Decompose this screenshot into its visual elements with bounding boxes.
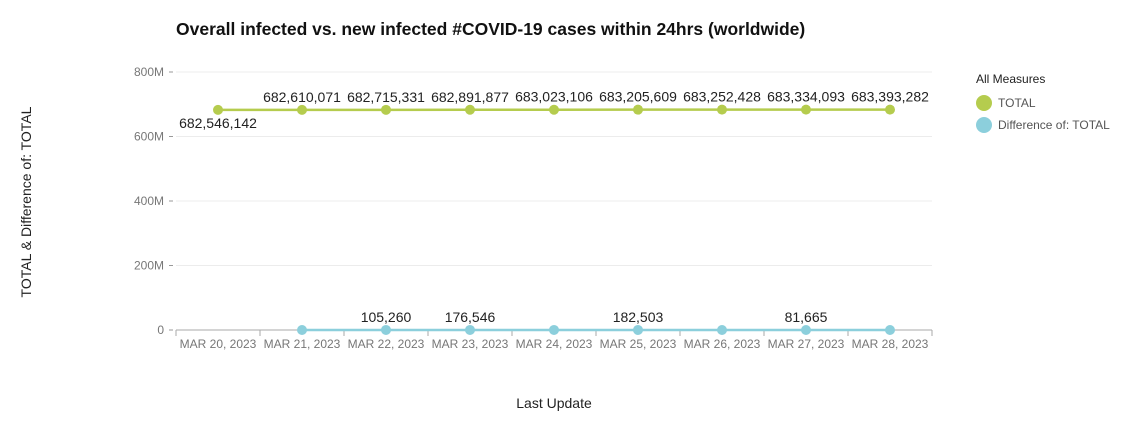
data-point [465, 324, 475, 335]
y-tick-label: 600M [134, 130, 164, 144]
legend: All Measures TOTAL Difference of: TOTAL [976, 72, 1110, 136]
x-tick-label: MAR 24, 2023 [516, 337, 593, 351]
x-tick-label: MAR 20, 2023 [180, 337, 257, 351]
y-tick-label: 400M [134, 194, 164, 208]
data-point [885, 104, 895, 115]
x-tick-label: MAR 27, 2023 [768, 337, 845, 351]
legend-label-difference: Difference of: TOTAL [998, 118, 1110, 132]
legend-item-difference[interactable]: Difference of: TOTAL [976, 114, 1110, 136]
data-label: 682,610,071 [263, 89, 341, 105]
data-label: 81,665 [785, 309, 828, 325]
chart-title: Overall infected vs. new infected #COVID… [176, 19, 806, 39]
x-tick-label: MAR 25, 2023 [600, 337, 677, 351]
data-label: 683,252,428 [683, 89, 761, 105]
data-labels: 682,546,142 682,610,071 682,715,331 682,891… [179, 89, 929, 325]
y-axis-title: TOTAL & Difference of: TOTAL [18, 106, 34, 297]
data-label: 683,023,106 [515, 89, 593, 105]
data-label: 683,334,093 [767, 89, 845, 105]
y-tick-label: 200M [134, 259, 164, 273]
data-point [549, 104, 559, 115]
x-tick-label: MAR 21, 2023 [264, 337, 341, 351]
x-tick-label: MAR 23, 2023 [432, 337, 509, 351]
legend-item-total[interactable]: TOTAL [976, 92, 1110, 114]
data-point [297, 324, 307, 335]
data-point [885, 324, 895, 335]
data-label: 683,205,609 [599, 89, 677, 105]
data-point [801, 324, 811, 335]
data-label: 682,546,142 [179, 115, 257, 131]
legend-marker-difference [976, 117, 992, 133]
axes: 0 200M 400M 600M 800M MAR 20, 2023 MAR 21, 202… [134, 65, 933, 351]
series-layer [213, 104, 895, 335]
legend-label-total: TOTAL [998, 96, 1036, 110]
y-tick-label: 0 [157, 323, 164, 337]
data-label: 683,393,282 [851, 89, 929, 105]
data-point [633, 324, 643, 335]
data-label: 105,260 [361, 309, 412, 325]
legend-marker-total [976, 95, 992, 111]
data-point [801, 104, 811, 115]
data-label: 176,546 [445, 309, 496, 325]
x-axis-title: Last Update [516, 395, 592, 411]
grid-lines [176, 71, 932, 266]
data-point [297, 104, 307, 115]
data-point [549, 324, 559, 335]
data-point [213, 104, 223, 115]
data-point [381, 104, 391, 115]
data-label: 682,891,877 [431, 89, 509, 105]
data-point [633, 104, 643, 115]
x-tick-label: MAR 26, 2023 [684, 337, 761, 351]
y-tick-label: 800M [134, 65, 164, 79]
x-tick-label: MAR 28, 2023 [852, 337, 929, 351]
data-point [381, 324, 391, 335]
legend-title: All Measures [976, 72, 1046, 86]
x-tick-label: MAR 22, 2023 [348, 337, 425, 351]
data-point [465, 104, 475, 115]
data-point [717, 324, 727, 335]
data-label: 682,715,331 [347, 89, 425, 105]
data-label: 182,503 [613, 309, 664, 325]
data-point [717, 104, 727, 115]
